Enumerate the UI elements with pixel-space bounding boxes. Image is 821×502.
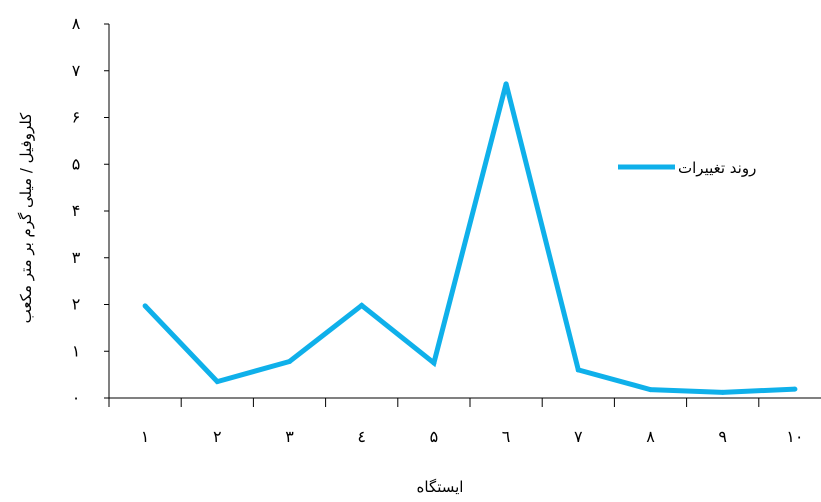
chart-axes bbox=[108, 24, 821, 399]
data-point bbox=[720, 389, 726, 395]
y-tick-label: ۱ bbox=[72, 341, 81, 360]
x-tick-label: ۲ bbox=[213, 427, 222, 446]
x-tick-label: ۵ bbox=[430, 427, 439, 446]
data-point bbox=[214, 379, 220, 385]
data-point bbox=[287, 359, 292, 365]
data-point bbox=[431, 360, 437, 366]
x-tick-label: ۳ bbox=[285, 427, 294, 446]
data-point bbox=[792, 386, 798, 392]
y-ticks: ۰ ۱ ۲ ۳ ۴ ۵ ۶ ۷ ۸ bbox=[72, 14, 109, 407]
y-tick-label: ۵ bbox=[72, 154, 81, 173]
x-tick-label: ۷ bbox=[574, 427, 583, 446]
x-tick-label: ۹ bbox=[718, 427, 727, 446]
y-tick-label: ۳ bbox=[72, 248, 81, 267]
y-tick-label: ۶ bbox=[72, 108, 81, 127]
y-tick-label: ۸ bbox=[72, 14, 81, 33]
x-tick-label: ۱۰ bbox=[786, 427, 803, 446]
x-tick-label: ٦ bbox=[502, 427, 511, 446]
x-axis-title: ایستگاه bbox=[417, 478, 464, 496]
data-point bbox=[575, 367, 581, 373]
x-tick-label: ٤ bbox=[357, 427, 366, 446]
legend-label: روند تغییرات bbox=[678, 159, 756, 177]
y-tick-label: ۲ bbox=[72, 295, 81, 314]
x-tick-label: ۱ bbox=[141, 427, 150, 446]
data-point bbox=[142, 303, 148, 309]
data-point bbox=[503, 81, 509, 87]
y-axis-title: کلروفیل / میلی گرم بر متر مکعب bbox=[17, 112, 35, 324]
series-line bbox=[143, 83, 796, 395]
series-points bbox=[142, 81, 798, 395]
legend: روند تغییرات bbox=[618, 159, 756, 177]
x-ticks: ۱ ۲ ۳ ٤ ۵ ٦ ۷ ۸ ۹ ۱۰ bbox=[108, 398, 803, 446]
data-point bbox=[648, 387, 653, 393]
x-tick-label: ۸ bbox=[646, 427, 655, 446]
data-point bbox=[359, 302, 365, 308]
y-tick-label: ۴ bbox=[72, 201, 81, 220]
y-tick-label: ۷ bbox=[72, 61, 81, 80]
y-tick-label: ۰ bbox=[72, 388, 81, 407]
